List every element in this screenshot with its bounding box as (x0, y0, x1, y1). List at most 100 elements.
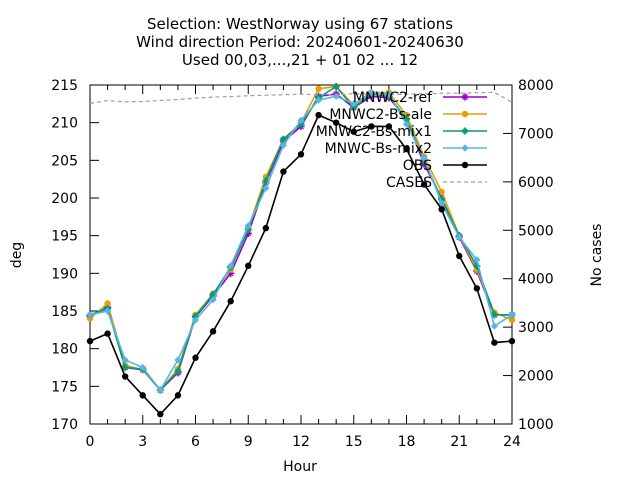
data-point-obs (174, 392, 182, 399)
data-point-obs (350, 128, 357, 135)
series-line-mnwc2-bs-ale (89, 85, 513, 392)
data-point-mnwc-bs-mix2 (174, 356, 182, 364)
data-point-mnwc2-bs-mix1 (174, 367, 182, 375)
data-point-mnwc-bs-mix2 (350, 100, 358, 108)
data-point-obs (262, 224, 270, 232)
data-point-obs (491, 339, 498, 346)
data-point-mnwc2-bs-ale (104, 300, 111, 307)
data-point-mnwc-bs-mix2 (490, 322, 499, 330)
data-point-obs (227, 298, 234, 305)
data-point-obs (192, 354, 199, 361)
y2-tick-label: 4000 (518, 272, 554, 288)
data-point-mnwc2-bs-mix1 (332, 82, 340, 91)
y2-tick-label: 8000 (518, 78, 554, 94)
series-lines (86, 82, 516, 418)
y-tick-label: 190 (51, 266, 78, 282)
data-point-mnwc-bs-mix2 (402, 120, 411, 128)
legend-label-mnwc-bs-mix2: MNWC-Bs-mix2 (325, 141, 432, 157)
y-tick-label: 205 (51, 153, 78, 169)
data-point-obs (86, 337, 94, 345)
data-point-mnwc2-bs-mix1 (473, 262, 481, 270)
x-tick-label: 24 (503, 434, 521, 450)
legend-label-mnwc2-bs-ale: MNWC2-Bs-ale (329, 107, 432, 123)
x-tick-label: 18 (398, 434, 416, 450)
data-point-mnwc-bs-mix2 (314, 96, 323, 104)
y2-axis-label: No cases (589, 224, 605, 287)
y-tick-label: 185 (51, 304, 78, 320)
x-tick-label: 12 (292, 434, 310, 450)
plot-frame (89, 84, 513, 425)
y2-tick-label: 3000 (518, 320, 554, 336)
data-point-obs (438, 206, 445, 213)
x-tick-label: 9 (244, 434, 253, 450)
data-point-mnwc-bs-mix2 (191, 316, 200, 324)
series-line-obs (89, 114, 513, 416)
y-tick-label: 170 (51, 417, 78, 433)
y2-tick-label: 6000 (518, 175, 554, 191)
series-line-cases (89, 91, 513, 104)
legend: MNWC2-refMNWC2-Bs-aleMNWC2-Bs-mix1MNWC-B… (316, 90, 487, 191)
data-point-obs (403, 145, 410, 153)
data-point-obs (456, 252, 463, 260)
x-axis-label: Hour (283, 459, 317, 475)
x-tick-label: 15 (345, 434, 363, 450)
data-point-obs (297, 151, 305, 158)
data-point-mnwc2-bs-mix1 (279, 135, 288, 143)
data-point-mnwc-bs-mix2 (279, 141, 288, 149)
y2-tick-label: 7000 (518, 126, 554, 142)
legend-marker-obs (461, 161, 469, 169)
legend-label-mnwc2-ref: MNWC2-ref (353, 90, 433, 106)
data-point-obs (385, 123, 393, 130)
y-tick-label: 215 (51, 78, 78, 94)
data-point-mnwc-bs-mix2 (297, 116, 305, 125)
y2-tick-label: 2000 (518, 369, 554, 385)
data-point-mnwc-bs-mix2 (139, 363, 147, 372)
data-point-obs (280, 168, 287, 175)
legend-marker-mnwc2-bs-ale (461, 110, 469, 118)
series-line-mnwc2-bs-mix1 (89, 85, 512, 392)
data-point-mnwc2-bs-mix1 (121, 363, 129, 372)
legend-marker-mnwc2-ref (461, 93, 469, 101)
data-point-mnwc2-bs-ale (315, 85, 322, 92)
data-point-obs (139, 392, 146, 399)
y-axis-label: deg (9, 242, 25, 268)
x-tick-label: 6 (191, 434, 200, 450)
x-tick-label: 3 (138, 434, 147, 450)
data-point-mnwc-bs-mix2 (438, 199, 446, 207)
y2-tick-label: 1000 (518, 417, 554, 433)
data-point-mnwc-bs-mix2 (455, 233, 463, 241)
y-tick-label: 200 (51, 191, 78, 207)
data-point-mnwc-bs-mix2 (332, 92, 340, 100)
title-line-3: Used 00,03,...,21 + 01 02 ... 12 (182, 51, 418, 69)
data-point-mnwc-bs-mix2 (209, 296, 217, 304)
title-line-2: Wind direction Period: 20240601-20240630 (136, 33, 464, 51)
data-point-obs (104, 330, 111, 337)
data-point-obs (209, 328, 217, 335)
data-point-mnwc2-bs-ale (438, 188, 445, 196)
data-point-mnwc-bs-mix2 (385, 90, 393, 98)
data-point-obs (332, 119, 340, 126)
data-point-obs (368, 123, 375, 130)
y-tick-label: 180 (51, 342, 78, 358)
data-point-obs (121, 373, 129, 380)
series-line-mnwc-bs-mix2 (89, 91, 513, 392)
x-tick-label: 0 (86, 434, 95, 450)
series-line-mnwc2-ref (89, 93, 512, 392)
data-point-mnwc-bs-mix2 (121, 356, 129, 364)
data-point-mnwc-bs-mix2 (420, 154, 428, 162)
legend-label-obs: OBS (403, 158, 432, 174)
y-tick-label: 195 (51, 229, 78, 245)
legend-label-mnwc2-bs-mix1: MNWC2-Bs-mix1 (316, 124, 432, 140)
data-point-mnwc-bs-mix2 (103, 307, 112, 315)
data-point-mnwc-bs-mix2 (227, 262, 235, 270)
legend-label-cases: CASES (386, 175, 432, 191)
axis-ticks: 0 3 6 9 12 15 18 21 24 170 175 180 185 190 195 200 205 21… (51, 78, 553, 450)
data-point-mnwc-bs-mix2 (473, 256, 481, 264)
data-point-obs (245, 262, 252, 269)
data-point-mnwc-bs-mix2 (262, 184, 270, 192)
y2-tick-label: 5000 (518, 223, 554, 239)
plot-border (89, 84, 513, 425)
data-point-obs (508, 337, 516, 345)
data-point-mnwc-bs-mix2 (244, 222, 252, 230)
